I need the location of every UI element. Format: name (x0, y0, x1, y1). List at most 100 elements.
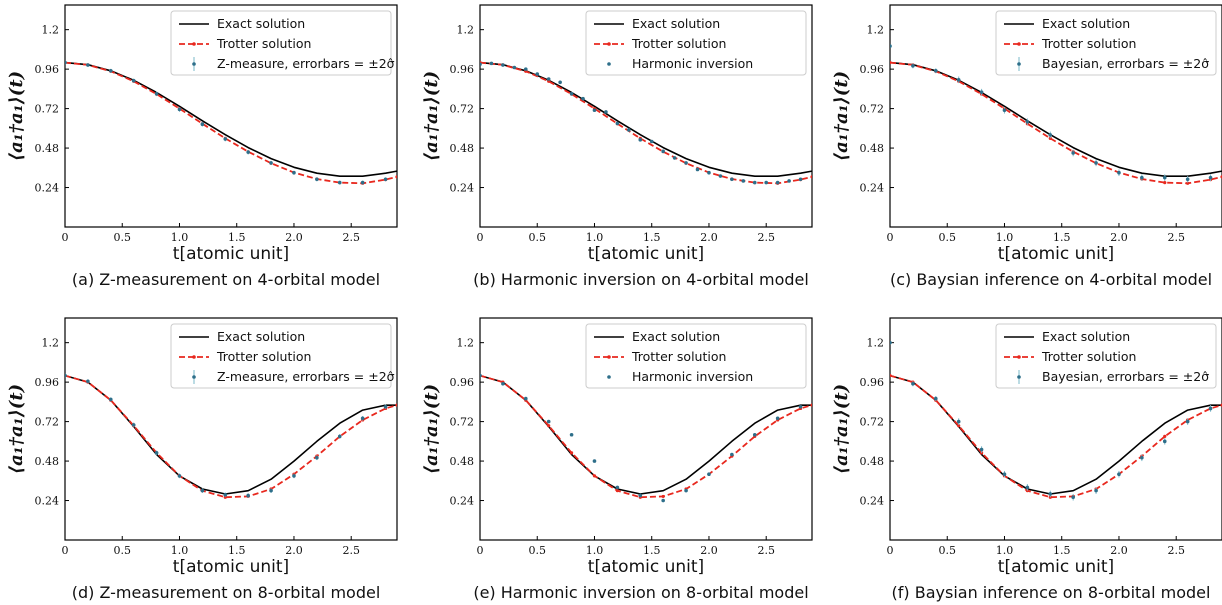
legend-swatch-point (1017, 375, 1021, 379)
legend-box (995, 10, 1217, 76)
measurement-point (131, 78, 136, 83)
measurement-point (1162, 439, 1167, 444)
trotter-marker (615, 489, 619, 493)
trotter-solution-line (890, 374, 1222, 499)
x-tick-label: 0 (62, 544, 69, 557)
x-tick-label: 1.0 (996, 544, 1014, 557)
legend-swatch-marker (1017, 42, 1021, 46)
measurement-point (383, 177, 388, 182)
measurement-point (1185, 419, 1190, 424)
legend-label: Trotter solution (631, 36, 726, 51)
legend-label: Z-measure, errorbars = ±2σ̂ (217, 369, 395, 384)
measurement-point (246, 150, 250, 154)
trotter-marker (1163, 434, 1167, 438)
harmonic-inversion-point (489, 61, 494, 66)
x-axis-label: t[atomic unit] (998, 244, 1114, 264)
trotter-marker (890, 60, 892, 65)
measurement-point (1025, 485, 1030, 490)
trotter-marker (661, 494, 665, 499)
x-tick-label: 2.5 (757, 544, 775, 557)
y-tick-label: 1.2 (867, 337, 885, 350)
y-tick-label: 0.72 (35, 416, 60, 429)
exact-solution-line (480, 374, 812, 495)
harmonic-inversion-point (775, 416, 780, 421)
harmonic-inversion-point (501, 63, 505, 67)
x-tick-label: 0 (477, 544, 484, 557)
harmonic-inversion-point (730, 177, 734, 182)
legend-label: Trotter solution (631, 349, 726, 364)
legend-swatch-marker (192, 42, 196, 46)
harmonic-inversion-point (798, 405, 803, 409)
harmonic-inversion-point (684, 161, 688, 165)
legend-swatch-marker (607, 42, 611, 46)
measurement-point (108, 68, 113, 73)
x-tick-label: 0 (887, 231, 894, 244)
y-tick-label: 0.24 (450, 182, 475, 195)
y-tick-label: 0.24 (35, 495, 60, 508)
harmonic-inversion-point (798, 177, 803, 182)
measurement-point (86, 63, 90, 67)
legend: Exact solution Trotter solution Harmonic i… (585, 323, 807, 389)
harmonic-inversion-point (695, 167, 700, 172)
x-tick-label: 1.0 (171, 544, 189, 557)
harmonic-inversion-point (558, 80, 562, 85)
measurement-point (223, 137, 228, 141)
exact-solution-line (65, 61, 397, 177)
y-tick-label: 0.96 (450, 376, 475, 389)
y-tick-label: 1.2 (42, 337, 60, 350)
x-tick-label: 0 (477, 231, 484, 244)
measurement-point (1140, 455, 1144, 460)
measurement-point (956, 78, 961, 82)
x-tick-label: 1.5 (643, 231, 661, 244)
y-tick-label: 1.2 (457, 337, 475, 350)
plot-data (65, 373, 397, 499)
y-tick-label: 0.96 (860, 376, 885, 389)
legend-label: Bayesian, errorbars = ±2σ̂ (1042, 369, 1209, 384)
measurement-point (1002, 108, 1007, 113)
x-axis-label: t[atomic unit] (588, 557, 704, 577)
legend-label: Trotter solution (216, 36, 311, 51)
harmonic-inversion-point (480, 373, 482, 378)
harmonic-inversion-point (752, 180, 757, 185)
measurement-point (223, 492, 228, 497)
exact-solution-line (480, 61, 812, 177)
trotter-solution-line (890, 61, 1222, 185)
x-tick-label: 1.0 (586, 231, 604, 244)
legend-label: Exact solution (632, 16, 720, 31)
exact-solution-line (890, 61, 1222, 177)
x-tick-label: 2.0 (700, 544, 718, 557)
harmonic-inversion-point (649, 139, 654, 144)
measurement-point (911, 64, 915, 68)
y-tick-label: 0.48 (860, 455, 885, 468)
trotter-marker (569, 451, 574, 455)
harmonic-inversion-point (672, 156, 677, 160)
y-tick-label: 0.24 (860, 495, 885, 508)
legend-swatch-marker (1017, 355, 1021, 359)
legend-label: Z-measure, errorbars = ±2σ̂ (217, 56, 395, 71)
measurement-point (890, 44, 892, 48)
y-tick-label: 0.48 (450, 142, 475, 155)
legend-label: Harmonic inversion (632, 56, 753, 71)
measurement-point (1162, 175, 1167, 180)
measurement-point (933, 396, 938, 401)
panel-caption: (f) Baysian inference on 8-orbital model (892, 583, 1211, 602)
x-tick-label: 2.0 (285, 544, 303, 557)
measurement-point (890, 340, 892, 345)
legend: Exact solution Trotter solution Bayesian, … (995, 323, 1217, 389)
legend-label: Exact solution (1042, 329, 1130, 344)
harmonic-inversion-point (775, 180, 780, 185)
plot-data (480, 373, 812, 503)
harmonic-inversion-point (569, 432, 574, 437)
y-tick-label: 1.2 (42, 24, 60, 37)
panel-b: 0 0.5 1.0 1.5 2.0 2.5 0.24 0.48 0.72 0.96 1.2 t[ato… (421, 4, 813, 289)
legend-label: Trotter solution (1041, 349, 1136, 364)
trotter-solution-line (65, 374, 397, 499)
measurement-point (1048, 133, 1053, 137)
measurement-point (131, 423, 136, 427)
measurement-point (1140, 175, 1144, 180)
y-tick-label: 0.72 (450, 103, 475, 116)
harmonic-inversion-point (546, 419, 551, 424)
measurement-point (1002, 472, 1007, 477)
measurement-point (315, 177, 319, 182)
